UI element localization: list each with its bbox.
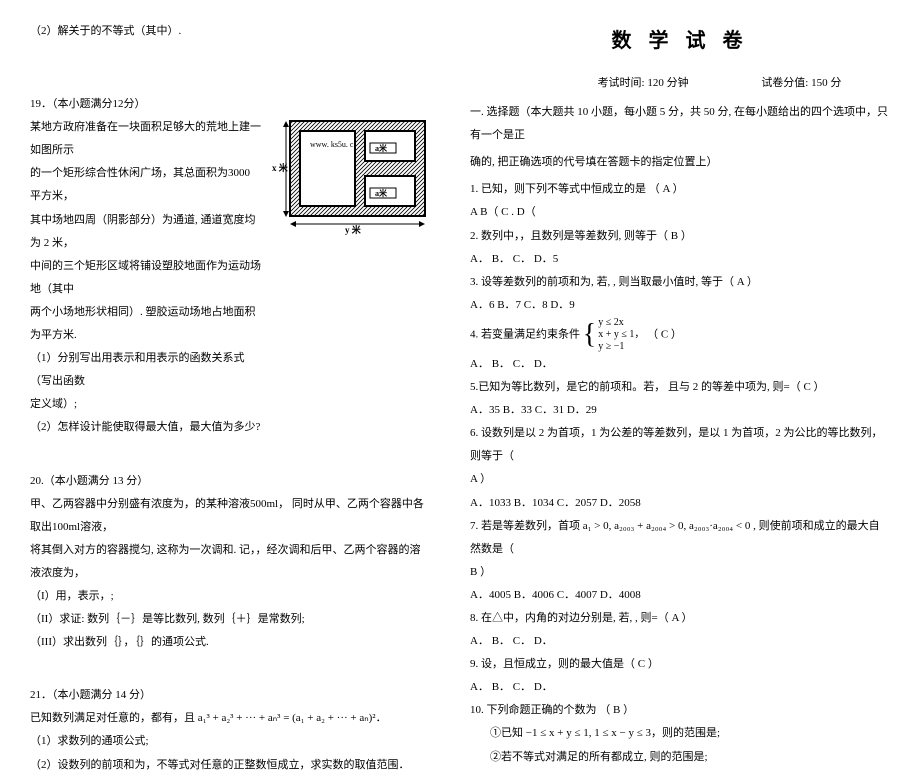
q5: 5.已知为等比数列，是它的前项和。若， 且与 2 的等差中项为, 则=（ C ） bbox=[470, 376, 890, 399]
q8: 8. 在△中，内角的对边分别是, 若, , 则=（ A ） bbox=[470, 607, 890, 630]
q7o: A．4005 B．4006 C．4007 D．4008 bbox=[470, 584, 890, 607]
q10a: ①已知 −1 ≤ x + y ≤ 1, 1 ≤ x − y ≤ 3，则的范围是; bbox=[470, 722, 890, 745]
q3o: A．6 B．7 C．8 D．9 bbox=[470, 294, 890, 317]
q2: 2. 数列中，，且数列是等差数列, 则等于（ B ） bbox=[470, 225, 890, 248]
q3: 3. 设等差数列的前项和为, 若, , 则当取最小值时, 等于（ A ） bbox=[470, 271, 890, 294]
meta-score: 试卷分值: 150 分 bbox=[691, 72, 841, 95]
q4-row2: x + y ≤ 1， bbox=[598, 329, 644, 341]
q7b: B ） bbox=[470, 561, 890, 584]
q19-figure: www. ks5u. c a米 a米 x 米 y 米 bbox=[270, 116, 430, 245]
fig-label-top: www. ks5u. c bbox=[310, 140, 354, 149]
fig-label-a1: a米 bbox=[375, 143, 388, 153]
q10b: ②若不等式对满足的所有都成立, 则的范围是; bbox=[470, 746, 890, 769]
q9o: A． B． C． D． bbox=[470, 676, 890, 699]
q2o: A． B． C． D．5 bbox=[470, 248, 890, 271]
q5o: A．35 B．33 C．31 D．29 bbox=[470, 399, 890, 422]
q19-p1: 某地方政府准备在一块面积足够大的荒地上建一如图所示 bbox=[30, 116, 262, 162]
q4-ans: （ C ） bbox=[647, 328, 682, 340]
q20-p3: （I）用，表示，; bbox=[30, 585, 430, 608]
fig-label-y: y 米 bbox=[345, 224, 362, 235]
q19-p4: 中间的三个矩形区域将铺设塑胶地面作为运动场地（其中 bbox=[30, 255, 262, 301]
q20-p4: （II）求证: 数列｛－｝是等比数列, 数列｛＋｝是常数列; bbox=[30, 608, 430, 631]
meta-line: 考试时间: 120 分钟 试卷分值: 150 分 bbox=[470, 72, 890, 95]
q8o: A． B． C． D． bbox=[470, 630, 890, 653]
q4: 4. 若变量满足约束条件 { y ≤ 2x x + y ≤ 1， y ≥ −1 … bbox=[470, 317, 890, 353]
q20-p2: 将其倒入对方的容器搅匀, 这称为一次调和. 记，，经次调和后甲、乙两个容器的溶液… bbox=[30, 539, 430, 585]
meta-time: 考试时间: 120 分钟 bbox=[519, 72, 689, 95]
left-line-1: （2）解关于的不等式（其中）. bbox=[30, 20, 430, 43]
q19-p7: 定义域）; bbox=[30, 393, 430, 416]
q10: 10. 下列命题正确的个数为 （ B ） bbox=[470, 699, 890, 722]
q19-head: 19．（本小题满分12分） bbox=[30, 93, 430, 116]
q21-p3: （2）设数列的前项和为，不等式对任意的正整数恒成立，求实数的取值范围． bbox=[30, 754, 430, 777]
q4-brace: { y ≤ 2x x + y ≤ 1， y ≥ −1 bbox=[583, 317, 645, 353]
q19-p6: （1）分别写出用表示和用表示的函数关系式（写出函数 bbox=[30, 347, 262, 393]
q9: 9. 设，且恒成立，则的最大值是（ C ） bbox=[470, 653, 890, 676]
q1: 1. 已知，则下列不等式中恒成立的是 （ A ） bbox=[470, 178, 890, 201]
q20-p1: 甲、乙两容器中分别盛有浓度为，的某种溶液500ml， 同时从甲、乙两个容器中各取… bbox=[30, 493, 430, 539]
q4-row1: y ≤ 2x bbox=[598, 317, 644, 329]
section1: 一. 选择题（本大题共 10 小题，每小题 5 分，共 50 分, 在每小题给出… bbox=[470, 101, 890, 147]
q20-head: 20.（本小题满分 13 分） bbox=[30, 470, 430, 493]
q6: 6. 设数列是以 2 为首项，1 为公差的等差数列，是以 1 为首项，2 为公比… bbox=[470, 422, 890, 468]
fig-label-a2: a米 bbox=[375, 188, 388, 198]
q7: 7. 若是等差数列，首项 a₁ > 0, a₂₀₀₃ + a₂₀₀₄ > 0, … bbox=[470, 515, 890, 561]
q21-p2: （1）求数列的通项公式; bbox=[30, 730, 430, 753]
q4o: A． B． C． D． bbox=[470, 353, 890, 376]
q19-p3: 其中场地四周（阴影部分）为通道, 通道宽度均为 2 米， bbox=[30, 209, 262, 255]
q6b: A ） bbox=[470, 468, 890, 491]
q6o: A．1033 B．1034 C．2057 D．2058 bbox=[470, 492, 890, 515]
section1b: 确的, 把正确选项的代号填在答题卡的指定位置上） bbox=[470, 151, 890, 174]
q4-lead: 4. 若变量满足约束条件 bbox=[470, 328, 580, 340]
q1o: A B（ C . D（ bbox=[470, 201, 890, 224]
q19-p8: （2）怎样设计能使取得最大值，最大值为多少? bbox=[30, 416, 430, 439]
q21-p1: 已知数列满足对任意的，都有，且 a₁³ + a₂³ + ··· + aₙ³ = … bbox=[30, 707, 430, 730]
q19-p5: 两个小场地形状相同）. 塑胶运动场地占地面积为平方米. bbox=[30, 301, 262, 347]
q19-p2: 的一个矩形综合性休闲广场，其总面积为3000 平方米， bbox=[30, 162, 262, 208]
q20-p5: （III）求出数列｛｝，｛｝的通项公式. bbox=[30, 631, 430, 654]
title: 数 学 试 卷 bbox=[470, 20, 890, 62]
q21-head: 21．（本小题满分 14 分） bbox=[30, 684, 430, 707]
q4-row3: y ≥ −1 bbox=[598, 341, 644, 353]
